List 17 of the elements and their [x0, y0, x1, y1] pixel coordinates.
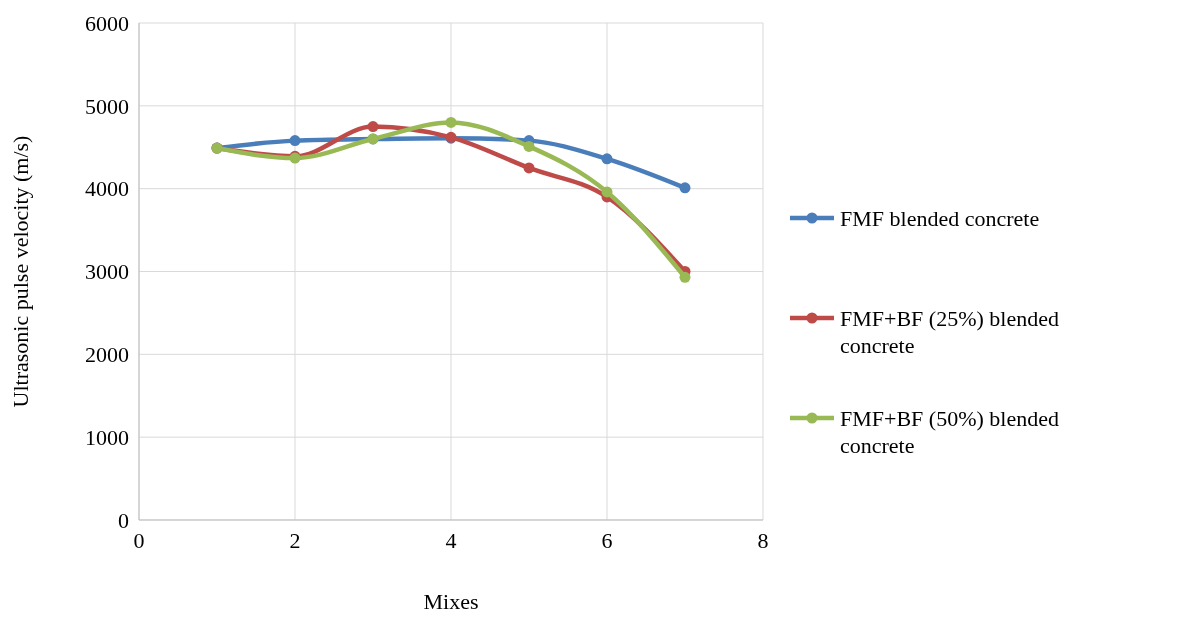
x-tick-label: 0	[133, 528, 145, 553]
x-tick-label: 6	[601, 528, 613, 553]
y-tick-label: 6000	[85, 10, 129, 36]
legend-label: FMF+BF (25%) blended concrete	[840, 305, 1059, 359]
y-axis-title: Ultrasonic pulse velocity (m/s)	[8, 135, 33, 408]
x-tick-label: 4	[445, 528, 457, 553]
y-tick-label: 1000	[85, 424, 129, 450]
y-tick-label: 3000	[85, 259, 129, 285]
y-tick-label: 4000	[85, 176, 129, 202]
y-tick-label: 0	[118, 507, 129, 533]
legend-label: FMF+BF (50%) blended concrete	[840, 405, 1059, 459]
legend-label: FMF blended concrete	[840, 205, 1040, 231]
y-tick-label: 5000	[85, 93, 129, 119]
y-tick-label: 2000	[85, 342, 129, 368]
x-tick-label: 2	[289, 528, 301, 553]
x-tick-label: 8	[757, 528, 769, 553]
x-axis-title: Mixes	[423, 589, 479, 614]
